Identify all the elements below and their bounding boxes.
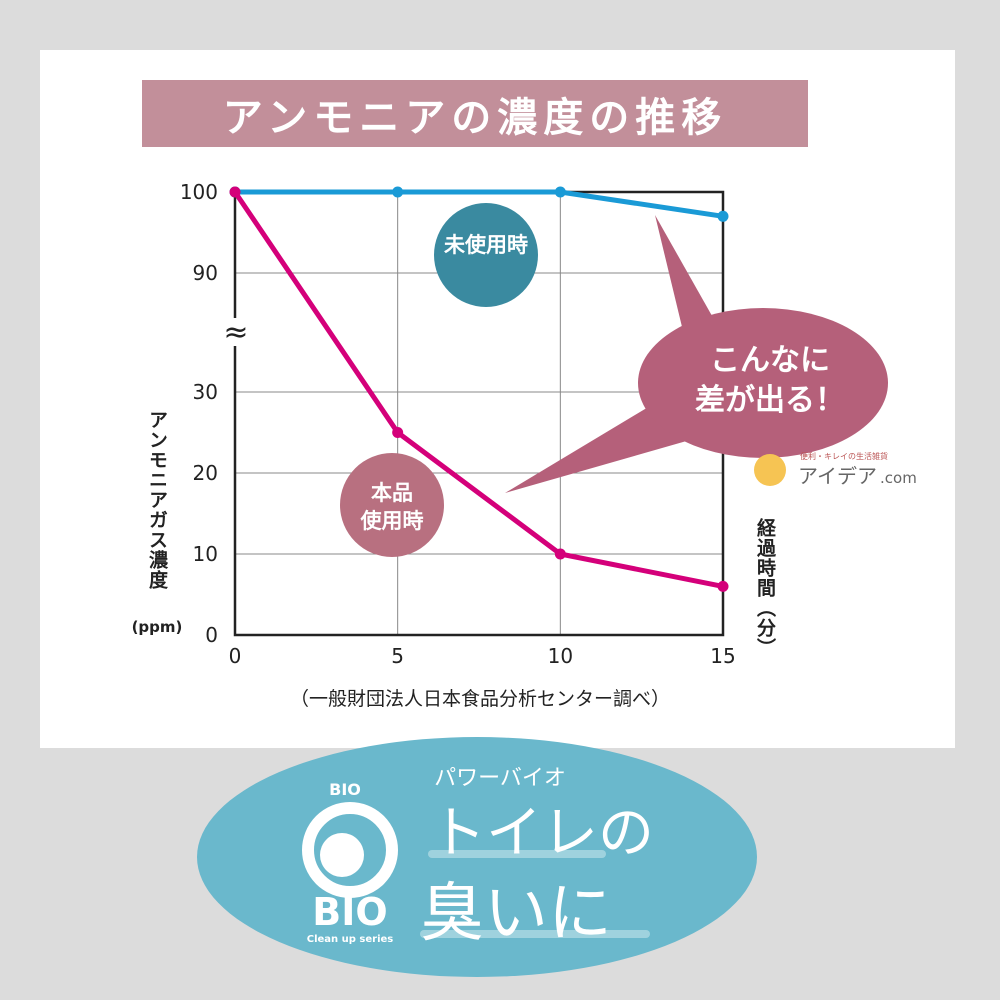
y-tick-label: 0 (205, 623, 218, 647)
unused-label-bubble (434, 203, 538, 307)
callout-bubble (638, 308, 888, 458)
y-tick-label: 90 (193, 261, 218, 285)
callout-line-2: 差が出る！ (695, 383, 845, 418)
data-point (392, 427, 404, 438)
used-label-bubble (340, 453, 444, 557)
used-label-2: 使用時 (360, 509, 424, 533)
x-tick-label: 0 (229, 644, 242, 668)
svg-text:BIO: BIO (329, 780, 361, 799)
callout-line-1: こんなに (710, 343, 830, 378)
y-tick-label: 100 (180, 180, 218, 204)
data-point (554, 548, 566, 560)
brand-logo: 便利・キレイの生活雑貨 アイデア .com (754, 451, 917, 488)
data-point (554, 186, 566, 198)
x-tick-label: 10 (548, 644, 573, 668)
axis-break-icon: ≈ (223, 315, 248, 350)
underline-2 (420, 930, 650, 938)
used-label-1: 本品 (371, 481, 413, 505)
y-axis-label: アンモニアガス濃度 (146, 410, 168, 590)
bio-logo: BIO BIO Clean up series (302, 780, 398, 945)
y-axis-unit: (ppm) (132, 618, 183, 636)
banner-line-1: トイレの (430, 801, 654, 866)
unused-label: 未使用時 (444, 233, 528, 257)
svg-text:.com: .com (880, 469, 917, 487)
data-point (717, 210, 729, 222)
svg-text:アイデア: アイデア (798, 464, 877, 488)
y-tick-label: 20 (193, 461, 218, 485)
x-tick-label: 15 (710, 644, 735, 668)
underline-1 (428, 850, 606, 858)
x-axis-label: 経過時間（分） (754, 518, 776, 658)
svg-text:便利・キレイの生活雑貨: 便利・キレイの生活雑貨 (800, 451, 888, 461)
data-point (717, 580, 729, 592)
series-line (235, 189, 724, 219)
series-line (232, 190, 724, 589)
axis-break-mask (222, 318, 252, 346)
source-note: （一般財団法人日本食品分析センター調べ） (290, 688, 670, 710)
x-tick-label: 5 (391, 644, 404, 668)
banner-kana: パワーバイオ (434, 766, 566, 791)
data-point (229, 186, 241, 198)
svg-text:BIO: BIO (312, 890, 387, 934)
data-point (392, 186, 404, 198)
y-tick-label: 30 (193, 380, 218, 404)
chart-title: アンモニアの濃度の推移 (142, 80, 808, 147)
svg-text:Clean up series: Clean up series (307, 934, 394, 945)
banner-line-2: 臭いに (420, 877, 612, 951)
callout-tail-bottom (505, 400, 690, 493)
y-tick-label: 10 (193, 542, 218, 566)
